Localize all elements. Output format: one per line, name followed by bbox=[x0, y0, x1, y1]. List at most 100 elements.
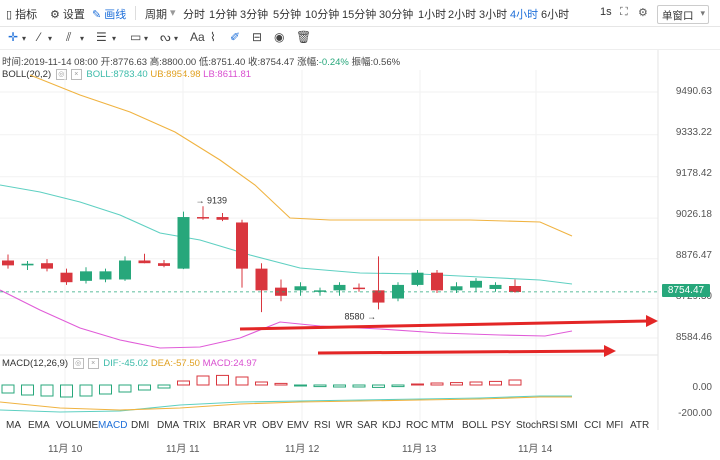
tab-mfi[interactable]: MFI bbox=[606, 420, 624, 431]
window-mode-select[interactable]: 单窗口 ▾ bbox=[657, 5, 709, 24]
chevron-down-icon[interactable]: ▾ bbox=[48, 34, 53, 43]
ruler-icon[interactable]: ⌇ bbox=[210, 30, 216, 44]
parallel-lines-icon[interactable]: ⫽ bbox=[66, 30, 72, 44]
period-5[interactable]: 15分钟 bbox=[342, 9, 377, 21]
interval-label[interactable]: 1s bbox=[600, 6, 612, 18]
tab-vr[interactable]: VR bbox=[243, 420, 257, 431]
tab-stochrsi[interactable]: StochRSI bbox=[516, 420, 559, 431]
period-1[interactable]: 1分钟 bbox=[209, 9, 238, 21]
tab-ma[interactable]: MA bbox=[6, 420, 21, 431]
tab-cci[interactable]: CCI bbox=[584, 420, 602, 431]
brush-icon[interactable]: ᔓ bbox=[160, 30, 171, 44]
macd-value: MACD:24.97 bbox=[202, 358, 257, 370]
period-9[interactable]: 3小时 bbox=[479, 9, 508, 21]
macd-bar bbox=[157, 384, 171, 389]
tab-rsi[interactable]: RSI bbox=[314, 420, 331, 431]
tab-emv[interactable]: EMV bbox=[287, 420, 309, 431]
close-icon[interactable]: × bbox=[70, 69, 82, 80]
boll-mid-line bbox=[0, 184, 573, 285]
chevron-down-icon[interactable]: ▾ bbox=[22, 34, 27, 43]
info-time: 时间:2019-11-14 08:00 bbox=[2, 57, 98, 68]
macd-bar bbox=[118, 384, 132, 393]
eye-icon[interactable]: ◉ bbox=[274, 30, 285, 44]
chevron-down-icon[interactable]: ▾ bbox=[112, 34, 117, 43]
ohlc-info: 时间:2019-11-14 08:00 开:8776.63 高:8800.00 … bbox=[2, 54, 400, 68]
lock-icon[interactable]: ⊟ bbox=[252, 30, 263, 44]
tab-boll[interactable]: BOLL bbox=[462, 420, 488, 431]
trash-icon[interactable]: 🗑 bbox=[296, 30, 312, 44]
macd-bar bbox=[333, 384, 346, 388]
tab-kdj[interactable]: KDJ bbox=[382, 420, 401, 431]
trendline-icon[interactable]: ⁄ bbox=[38, 30, 41, 44]
rectangle-icon[interactable]: ▭ bbox=[130, 30, 142, 44]
candle-body bbox=[314, 290, 326, 292]
macd-bar bbox=[216, 374, 229, 386]
period-0[interactable]: 分时 bbox=[183, 9, 205, 21]
boll-name: BOLL(20,2) bbox=[2, 69, 52, 81]
tab-dmi[interactable]: DMI bbox=[131, 420, 150, 431]
fibonacci-icon[interactable]: ☰ bbox=[96, 30, 107, 44]
tab-macd[interactable]: MACD bbox=[98, 420, 128, 431]
divider bbox=[135, 6, 136, 20]
candle-body bbox=[431, 272, 443, 291]
period-4[interactable]: 10分钟 bbox=[305, 9, 340, 21]
period-2[interactable]: 3分钟 bbox=[240, 9, 269, 21]
tab-wr[interactable]: WR bbox=[336, 420, 353, 431]
period-6[interactable]: 30分钟 bbox=[379, 9, 414, 21]
candle-body bbox=[216, 217, 229, 220]
chevron-down-icon[interactable]: ▾ bbox=[174, 34, 179, 43]
macd-bar bbox=[372, 384, 385, 388]
macd-bar bbox=[1, 384, 15, 394]
info-change: -0.24% bbox=[318, 57, 349, 68]
draw-label: 画线 bbox=[104, 9, 127, 21]
period-10[interactable]: 4小时 bbox=[510, 9, 539, 21]
current-price-tag: 8754.47 bbox=[662, 284, 710, 297]
red-arrow bbox=[317, 349, 609, 355]
period-8[interactable]: 2小时 bbox=[448, 9, 477, 21]
tab-brar[interactable]: BRAR bbox=[213, 420, 241, 431]
chevron-down-icon[interactable]: ▾ bbox=[80, 34, 85, 43]
period-7[interactable]: 1小时 bbox=[418, 9, 447, 21]
tab-psy[interactable]: PSY bbox=[491, 420, 512, 431]
tab-ema[interactable]: EMA bbox=[28, 420, 50, 431]
candle-body bbox=[99, 271, 112, 280]
price-chart[interactable]: → 9139 8580 → bbox=[0, 50, 720, 430]
candle-body bbox=[411, 272, 424, 285]
tab-trix[interactable]: TRIX bbox=[183, 420, 206, 431]
macd-bar bbox=[313, 384, 327, 388]
macd-bar bbox=[450, 382, 463, 386]
eye-icon[interactable]: ◎ bbox=[55, 69, 67, 80]
time-axis-label: 11月 12 bbox=[285, 444, 320, 455]
tab-atr[interactable]: ATR bbox=[630, 420, 650, 431]
price-axis-label: 9026.18 bbox=[675, 209, 712, 220]
fullscreen-icon[interactable]: ⛶ bbox=[620, 6, 628, 18]
settings-label: 设置 bbox=[62, 9, 85, 21]
tab-roc[interactable]: ROC bbox=[406, 420, 429, 431]
tab-dma[interactable]: DMA bbox=[157, 420, 180, 431]
tab-obv[interactable]: OBV bbox=[262, 420, 284, 431]
tab-mtm[interactable]: MTM bbox=[431, 420, 454, 431]
settings-button[interactable]: ⚙ 设置 bbox=[50, 9, 85, 21]
indicators-button[interactable]: ▯ 指标 bbox=[6, 9, 38, 21]
draw-button[interactable]: ✎ 画线 bbox=[92, 9, 127, 21]
macd-dea-line bbox=[0, 396, 572, 411]
crosshair-icon[interactable]: ✛ bbox=[8, 30, 19, 44]
close-icon[interactable]: × bbox=[87, 358, 99, 369]
settings-icon[interactable]: ⚙ bbox=[638, 7, 648, 19]
tab-smi[interactable]: SMI bbox=[560, 420, 578, 431]
tab-sar[interactable]: SAR bbox=[357, 420, 378, 431]
drawing-toolbar: ✛ ▾ ⁄ ▾ ⫽ ▾ ☰ ▾ ▭ ▾ ᔓ ▾ Aa ⌇ ✐ ⊟ ◉ 🗑 bbox=[0, 27, 720, 50]
text-icon[interactable]: Aa bbox=[190, 30, 205, 44]
info-low: 低:8751.40 bbox=[198, 57, 246, 68]
chevron-down-icon[interactable]: ▾ bbox=[144, 34, 149, 43]
info-open: 开:8776.63 bbox=[100, 57, 148, 68]
magnet-icon[interactable]: ✐ bbox=[230, 30, 241, 44]
candle-body bbox=[275, 287, 287, 296]
eye-icon[interactable]: ◎ bbox=[72, 358, 84, 369]
period-3[interactable]: 5分钟 bbox=[273, 9, 302, 21]
tab-volume[interactable]: VOLUME bbox=[56, 420, 99, 431]
period-11[interactable]: 6小时 bbox=[541, 9, 570, 21]
chevron-down-icon[interactable]: ▾ bbox=[170, 7, 176, 19]
indicators-label: 指标 bbox=[15, 9, 38, 21]
red-arrow-head bbox=[646, 315, 658, 327]
